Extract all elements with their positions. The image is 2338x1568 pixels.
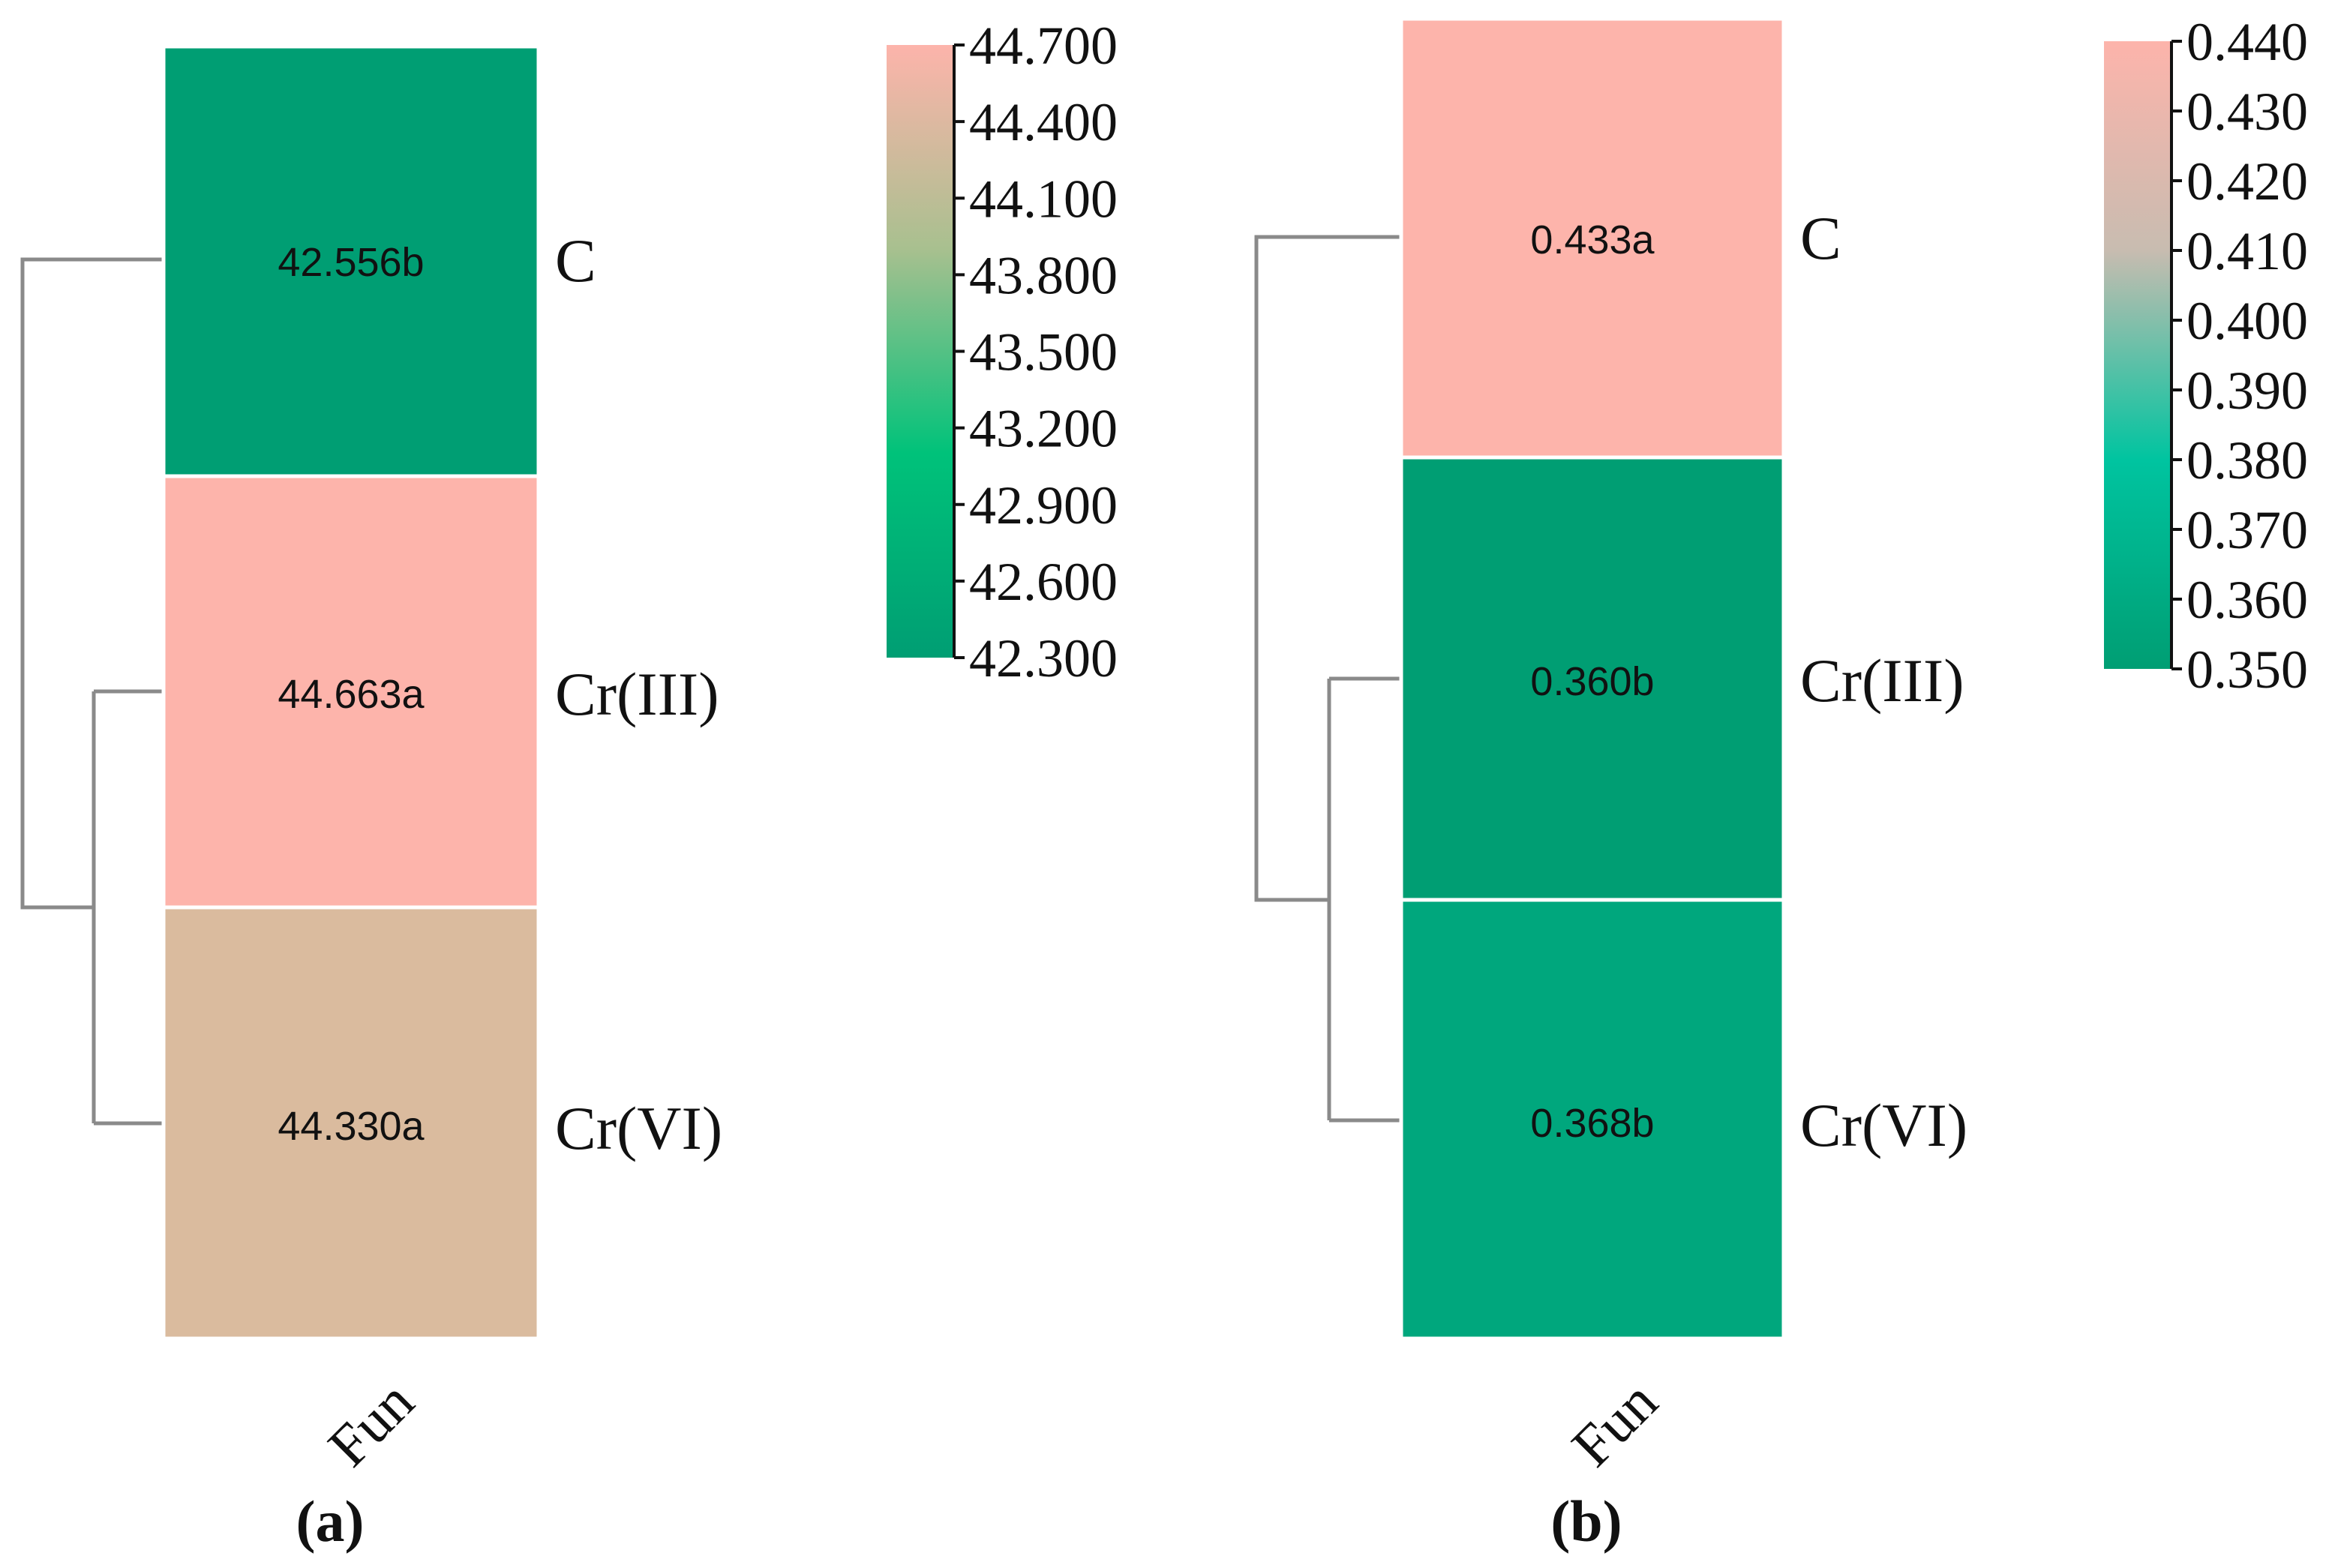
panel-b-colorbar-tick-label: 0.430: [2186, 82, 2308, 142]
panel-b-colorbar-gradient: [2104, 41, 2171, 669]
panel-b-cell-cr3: [1399, 455, 1786, 902]
panel-b-cell-value-c: 0.433a: [1530, 217, 1655, 262]
panel-b-colorbar-tick-label: 0.410: [2186, 221, 2308, 281]
panel-b-colorbar-tick-label: 0.350: [2186, 640, 2308, 700]
panel-a-column-label: Fun: [316, 1369, 426, 1479]
panel-b-colorbar-tick-label: 0.360: [2186, 570, 2308, 630]
panel-a-label: (a): [296, 1489, 365, 1554]
panel-a-dendrogram: [20, 257, 164, 1126]
panel-b-row-label-cr3: Cr(III): [1800, 646, 1964, 715]
panel-a-colorbar-ticks: 44.700 44.400 44.100 43.800 43.500 43.200 42.9…: [954, 16, 1118, 688]
panel-b-colorbar: 0.440 0.430 0.420 0.410 0.400 0.390 0.380 0.370…: [2104, 12, 2308, 700]
panel-a-cell-cr3: [161, 474, 541, 910]
panel-b-row-label-cr6: Cr(VI): [1800, 1091, 1967, 1159]
panel-b-cell-c: [1399, 16, 1786, 460]
panel-a: 42.556b 44.663a 44.330a C Cr(III) Cr(VI)…: [20, 16, 1118, 1554]
panel-a-colorbar-tick-label: 44.700: [969, 16, 1118, 76]
panel-a-colorbar-tick-label: 44.100: [969, 169, 1118, 229]
panel-a-colorbar-tick-label: 42.300: [969, 628, 1118, 688]
panel-a-colorbar-tick-label: 43.500: [969, 322, 1118, 382]
panel-b-colorbar-tick-label: 0.370: [2186, 500, 2308, 560]
panel-a-colorbar-gradient: [887, 45, 954, 658]
panel-a-colorbar-tick-label: 42.900: [969, 475, 1118, 535]
panel-b-heatmap: 0.433a 0.360b 0.368b: [1399, 16, 1786, 1341]
panel-a-colorbar-tick-label: 42.600: [969, 552, 1118, 612]
panel-a-cell-cr6: [161, 905, 541, 1341]
panel-b: 0.433a 0.360b 0.368b C Cr(III) Cr(VI) Fu…: [1254, 12, 2308, 1554]
panel-a-cell-value-c: 42.556b: [278, 240, 424, 285]
panel-a-colorbar-tick-label: 43.200: [969, 399, 1118, 459]
panel-a-colorbar-tick-label: 43.800: [969, 245, 1118, 305]
panel-a-row-label-cr6: Cr(VI): [555, 1094, 722, 1162]
panel-b-row-label-c: C: [1800, 204, 1841, 272]
panel-b-colorbar-tick-label: 0.390: [2186, 361, 2308, 421]
panel-a-row-label-c: C: [555, 226, 596, 295]
panel-b-colorbar-tick-label: 0.440: [2186, 12, 2308, 72]
panel-a-cell-value-cr6: 44.330a: [278, 1104, 425, 1149]
panel-b-cell-cr6: [1399, 898, 1786, 1341]
panel-a-heatmap: 42.556b 44.663a 44.330a: [161, 44, 541, 1341]
panel-b-colorbar-tick-label: 0.380: [2186, 430, 2308, 490]
panel-b-colorbar-tick-label: 0.400: [2186, 291, 2308, 351]
panel-a-colorbar-tick-label: 44.400: [969, 92, 1118, 152]
panel-b-label: (b): [1550, 1489, 1622, 1554]
panel-a-row-label-cr3: Cr(III): [555, 660, 719, 728]
panel-b-dendrogram: [1254, 235, 1401, 1123]
panel-b-cell-value-cr6: 0.368b: [1530, 1101, 1654, 1146]
panel-a-cell-c: [161, 44, 541, 478]
panel-b-colorbar-ticks: 0.440 0.430 0.420 0.410 0.400 0.390 0.380 0.370…: [2171, 12, 2308, 700]
panel-b-cell-value-cr3: 0.360b: [1530, 659, 1654, 704]
panel-a-colorbar: 44.700 44.400 44.100 43.800 43.500 43.200 42.9…: [887, 16, 1118, 688]
panel-a-cell-value-cr3: 44.663a: [278, 672, 425, 717]
panel-b-colorbar-tick-label: 0.420: [2186, 151, 2308, 211]
panel-b-column-label: Fun: [1559, 1369, 1670, 1479]
